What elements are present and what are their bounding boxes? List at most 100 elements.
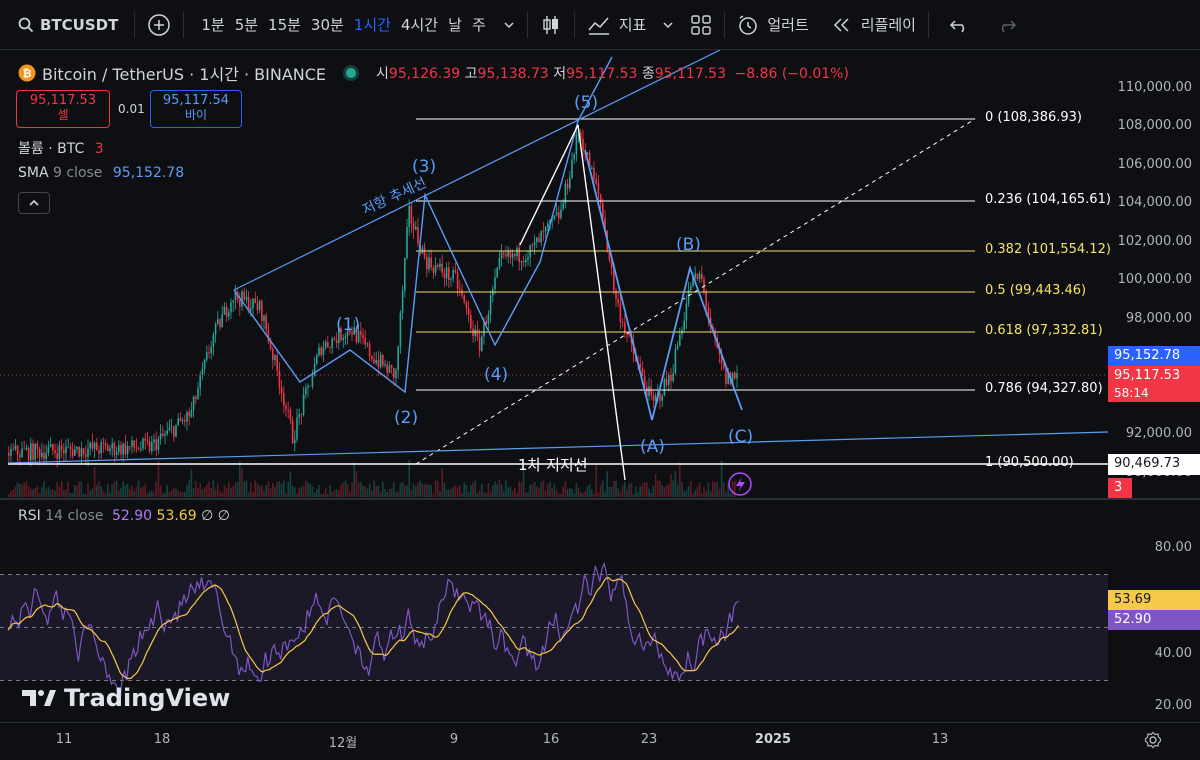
sell-button[interactable]: 95,117.53 셀 [16, 90, 110, 128]
candle-body [278, 370, 281, 388]
rsi-chart-canvas[interactable] [0, 500, 1108, 720]
layouts-button[interactable] [684, 7, 718, 43]
candle-body [683, 320, 685, 330]
market-status-dot[interactable] [346, 68, 357, 78]
volume-bar [448, 489, 450, 497]
candle-body [181, 420, 184, 422]
volume-bar [610, 486, 613, 497]
price-chart[interactable]: (1) (2) (3) (4) (5) (A) (B) (C) 저항 추세선 1차 지지선 [0, 50, 1108, 498]
resistance-trendline [233, 50, 721, 291]
volume-bar [144, 483, 146, 497]
volume-bar [635, 486, 637, 497]
volume-bar [665, 485, 668, 497]
rewind-icon [833, 17, 849, 32]
candle-body [239, 299, 241, 307]
collapse-legend-button[interactable] [18, 192, 50, 214]
volume-bar [593, 493, 595, 497]
candle-body [274, 355, 276, 361]
candle-body [498, 258, 501, 269]
time-axis[interactable]: 11 18 12월 9 16 23 2025 13 [0, 722, 1200, 760]
timeframe-4[interactable]: 30분 [310, 16, 344, 34]
candle-body [679, 334, 681, 347]
volume-bar [247, 492, 250, 497]
candle-body [327, 342, 329, 348]
price-axis[interactable]: 110,000.00 108,000.00 106,000.00 104,000.00… [1108, 50, 1200, 498]
volume-bar [566, 488, 569, 497]
candle-body [613, 267, 615, 291]
tradingview-logo-icon [22, 690, 56, 706]
alert-label: 얼러트 [767, 16, 809, 34]
volume-bar [503, 491, 505, 497]
candle-body [377, 359, 380, 368]
volume-bar [322, 493, 325, 497]
volume-bar [146, 493, 149, 497]
volume-bar [586, 486, 589, 497]
timeframe-1[interactable]: 1분 [201, 16, 225, 34]
candle-body [507, 251, 509, 257]
rsi-axis[interactable]: 80.00 40.00 20.00 [1108, 500, 1200, 720]
fib-level-label: 0.236 (104,165.61) [985, 192, 1111, 207]
timeframe-dropdown[interactable] [497, 7, 521, 43]
fib-diagonal [415, 118, 976, 465]
candle-body [36, 443, 39, 449]
volume-bar [197, 487, 199, 497]
indicators-dropdown[interactable] [652, 7, 684, 43]
volume-bar [49, 490, 52, 497]
candle-body [56, 453, 58, 459]
candle-body [615, 290, 617, 300]
candle-body [250, 308, 252, 312]
volume-bar [621, 485, 624, 497]
replay-button[interactable]: 리플레이 [825, 7, 922, 43]
timeframe-3[interactable]: 15분 [268, 16, 301, 34]
timeframe-7[interactable]: 날 [448, 16, 462, 34]
buy-button[interactable]: 95,117.54 바이 [150, 90, 242, 128]
volume-value: 3 [94, 141, 104, 157]
volume-bar [463, 482, 465, 497]
symbol-search[interactable]: BTCUSDT [12, 7, 128, 43]
rsi-pane[interactable] [0, 500, 1108, 720]
candle-body [698, 273, 701, 280]
volume-bar [694, 490, 696, 497]
tradingview-logo[interactable]: TradingView [22, 684, 230, 712]
timeframe-2[interactable]: 5분 [234, 16, 259, 34]
volume-bar [639, 486, 641, 497]
indicators-button[interactable]: 지표 [581, 7, 653, 43]
volume-bar [111, 484, 113, 497]
volume-bar [45, 489, 47, 497]
candle-body [474, 329, 476, 336]
candle-body [298, 414, 300, 418]
volume-bar [595, 464, 597, 497]
rsi-legend[interactable]: RSI 14 close 52.90 53.69 ∅ ∅ [18, 508, 230, 524]
candle-body [245, 296, 248, 300]
chart-type-button[interactable] [534, 7, 568, 43]
volume-bar [91, 488, 94, 497]
compare-button[interactable] [141, 7, 177, 43]
undo-button[interactable] [935, 7, 983, 43]
volume-bar [210, 487, 212, 497]
candle-body [267, 330, 270, 342]
volume-bar [399, 483, 402, 497]
redo-button[interactable] [983, 7, 1031, 43]
volume-bar [335, 489, 338, 497]
candle-body [135, 447, 138, 449]
price-chart-canvas[interactable]: (1) (2) (3) (4) (5) (A) (B) (C) 저항 추세선 1차 지지선 [0, 50, 1108, 498]
candle-body [316, 355, 318, 364]
volume-bar [377, 486, 380, 497]
volume-bar [234, 482, 237, 497]
pane-divider[interactable] [0, 498, 1200, 500]
timeframe-8[interactable]: 주 [471, 16, 486, 34]
spread-value: 0.01 [118, 102, 145, 116]
candle-body [650, 386, 652, 395]
candle-body [467, 308, 470, 315]
volume-bar [263, 490, 265, 497]
add-circle-icon [148, 13, 171, 36]
candle-body [289, 409, 292, 421]
timeframe-5[interactable]: 1시간 [353, 16, 391, 34]
candle-body [602, 202, 604, 218]
alert-button[interactable]: 얼러트 [731, 7, 814, 43]
timeframe-6[interactable]: 4시간 [400, 16, 439, 34]
sma-legend[interactable]: SMA 9 close 95,152.78 [18, 165, 184, 181]
chart-settings-button[interactable] [1144, 731, 1162, 753]
volume-bar [87, 483, 89, 497]
volume-legend[interactable]: 볼륨 · BTC 3 [18, 138, 104, 158]
